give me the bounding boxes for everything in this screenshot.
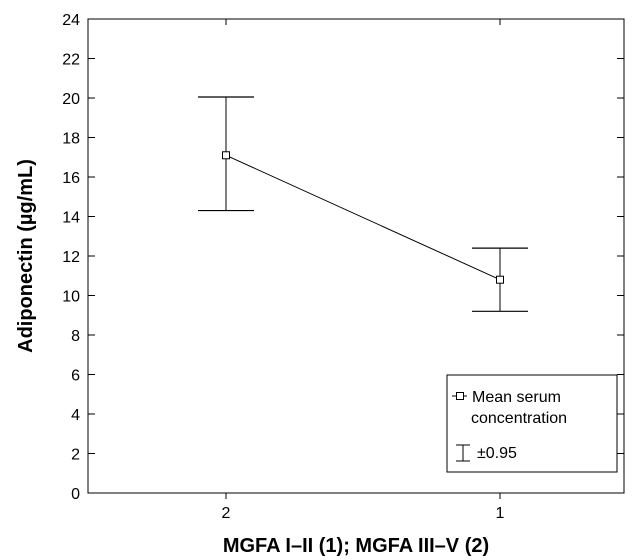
- data-points: [222, 151, 504, 284]
- y-tick-label: 18: [62, 131, 80, 148]
- y-tick-label: 12: [62, 249, 80, 266]
- series-line: [225, 154, 501, 281]
- legend-mean-marker: [456, 392, 464, 400]
- y-tick-label: 8: [71, 328, 80, 345]
- legend-mean-label-2: concentration: [471, 410, 567, 427]
- y-tick-label: 22: [62, 52, 80, 69]
- y-tick-label: 20: [62, 91, 80, 108]
- x-axis-title: MGFA I–II (1); MGFA III–V (2): [223, 535, 489, 557]
- y-axis-title: Adiponectin (µg/mL): [15, 159, 37, 353]
- legend-error-label: ±0.95: [477, 445, 517, 462]
- x-tick-label: 2: [222, 505, 231, 522]
- error-bars: [198, 96, 528, 312]
- legend-mean-label-1: Mean serum: [472, 389, 561, 406]
- y-tick-label: 14: [62, 210, 80, 227]
- legend-error-icon: [456, 444, 470, 462]
- legend-box: [446, 374, 618, 473]
- y-tick-label: 10: [62, 289, 80, 306]
- legend: Mean serum concentration ±0.95: [446, 374, 618, 473]
- y-tick-label: 0: [71, 486, 80, 503]
- data-point: [496, 275, 504, 284]
- series-polyline: [225, 154, 501, 281]
- y-tick-label: 4: [71, 407, 80, 424]
- y-tick-label: 2: [71, 447, 80, 464]
- y-tick-label: 24: [62, 12, 80, 29]
- x-tick-label: 1: [496, 505, 505, 522]
- y-tick-label: 16: [62, 170, 80, 187]
- data-point: [222, 151, 230, 160]
- y-tick-label: 6: [71, 368, 80, 385]
